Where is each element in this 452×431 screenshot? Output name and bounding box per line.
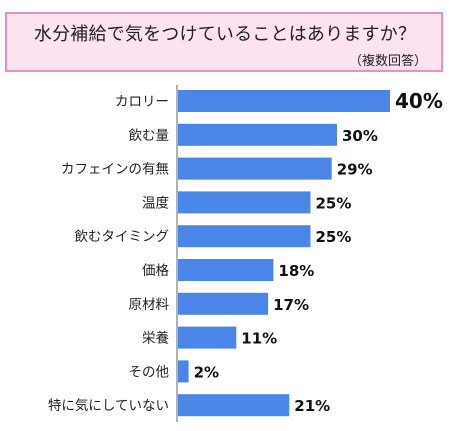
value-label: 25% bbox=[316, 194, 352, 212]
value-label: 11% bbox=[241, 330, 277, 348]
value-label: 29% bbox=[337, 161, 373, 179]
category-label: 温度 bbox=[142, 195, 169, 211]
category-label: カロリー bbox=[115, 94, 169, 110]
chart-title: 水分補給で気をつけていることはありますか？ bbox=[33, 24, 417, 45]
bar bbox=[178, 360, 189, 383]
value-label: 17% bbox=[273, 296, 309, 314]
title-box: 水分補給で気をつけていることはありますか？ （複数回答） bbox=[5, 12, 443, 72]
category-label: 飲むタイミング bbox=[75, 229, 170, 245]
bar bbox=[178, 394, 290, 417]
bar bbox=[178, 225, 311, 248]
category-label: カフェインの有無 bbox=[61, 162, 169, 178]
value-label: 2% bbox=[194, 363, 219, 381]
value-label: 30% bbox=[342, 127, 378, 145]
bar bbox=[178, 259, 274, 281]
value-label: 18% bbox=[278, 262, 314, 280]
category-label: 特に気にしていない bbox=[48, 398, 169, 414]
category-label: 価格 bbox=[142, 263, 169, 279]
bar bbox=[178, 157, 332, 180]
category-label: 飲む量 bbox=[129, 128, 170, 144]
chart-subtitle: （複数回答） bbox=[348, 54, 427, 69]
value-label: 21% bbox=[294, 397, 330, 415]
bar bbox=[178, 292, 269, 315]
bar bbox=[178, 123, 337, 146]
category-label: 原材料 bbox=[129, 297, 170, 313]
category-label: その他 bbox=[129, 364, 170, 380]
bar bbox=[178, 191, 311, 214]
bar bbox=[178, 90, 390, 112]
bar bbox=[178, 326, 237, 349]
value-label: 40% bbox=[395, 89, 443, 113]
category-label: 栄養 bbox=[142, 330, 169, 347]
value-label: 25% bbox=[316, 228, 352, 246]
